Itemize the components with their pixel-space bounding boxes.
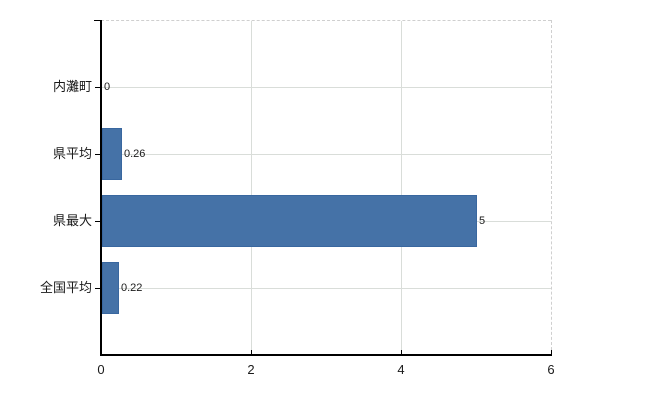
- category-label: 県平均: [52, 146, 92, 161]
- y-axis-top-tick: [94, 20, 100, 21]
- category-label: 内灘町: [52, 79, 92, 94]
- x-tick-mark: [251, 350, 252, 355]
- y-axis-line: [100, 20, 102, 355]
- y-gridline: [102, 87, 551, 88]
- value-label: 0.22: [121, 282, 143, 294]
- x-tick-mark: [551, 350, 552, 355]
- x-gridline: [401, 21, 402, 355]
- x-gridline: [251, 21, 252, 355]
- y-tick-mark: [95, 221, 101, 222]
- x-tick-label: 2: [247, 362, 255, 377]
- plot-border-right: [551, 20, 552, 355]
- bar: [102, 195, 477, 247]
- value-label: 5: [479, 215, 486, 227]
- y-tick-mark: [95, 288, 101, 289]
- bar: [102, 128, 122, 180]
- category-label: 全国平均: [39, 280, 92, 295]
- y-tick-mark: [95, 154, 101, 155]
- x-tick-label: 6: [547, 362, 555, 377]
- plot-border-top: [101, 20, 551, 21]
- y-gridline: [102, 154, 551, 155]
- y-gridline: [102, 288, 551, 289]
- x-tick-label: 4: [397, 362, 405, 377]
- value-label: 0: [104, 81, 111, 93]
- value-label: 0.26: [124, 148, 146, 160]
- y-tick-mark: [95, 87, 101, 88]
- x-tick-label: 0: [97, 362, 105, 377]
- x-axis-line: [100, 354, 552, 356]
- x-tick-mark: [401, 350, 402, 355]
- category-label: 県最大: [52, 213, 92, 228]
- bar: [102, 262, 119, 314]
